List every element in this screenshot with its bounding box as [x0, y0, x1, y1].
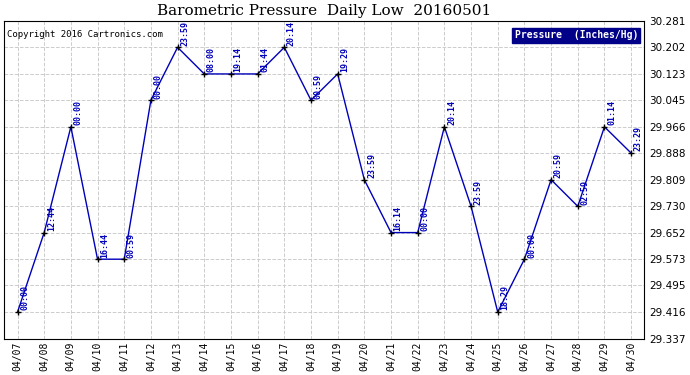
Text: 16:14: 16:14 — [394, 206, 403, 231]
Text: 00:00: 00:00 — [420, 206, 429, 231]
Text: 18:29: 18:29 — [500, 285, 509, 310]
Text: 08:00: 08:00 — [207, 47, 216, 72]
Text: 23:29: 23:29 — [634, 126, 643, 152]
Text: 00:00: 00:00 — [527, 232, 536, 258]
Text: Pressure  (Inches/Hg): Pressure (Inches/Hg) — [515, 30, 638, 40]
Text: 02:59: 02:59 — [580, 180, 589, 205]
Text: 01:14: 01:14 — [607, 100, 616, 125]
Text: 16:44: 16:44 — [100, 232, 109, 258]
Text: 00:00: 00:00 — [20, 285, 29, 310]
Text: 12:44: 12:44 — [47, 206, 56, 231]
Text: 19:14: 19:14 — [234, 47, 243, 72]
Text: Copyright 2016 Cartronics.com: Copyright 2016 Cartronics.com — [8, 30, 164, 39]
Text: 00:59: 00:59 — [314, 74, 323, 99]
Text: 20:59: 20:59 — [554, 153, 563, 178]
Text: 23:59: 23:59 — [474, 180, 483, 205]
Text: 23:59: 23:59 — [367, 153, 376, 178]
Text: 20:14: 20:14 — [287, 21, 296, 46]
Text: 00:00: 00:00 — [154, 74, 163, 99]
Text: 23:59: 23:59 — [180, 21, 189, 46]
Text: 19:29: 19:29 — [340, 47, 349, 72]
Text: 00:59: 00:59 — [127, 232, 136, 258]
Text: 01:44: 01:44 — [260, 47, 269, 72]
Text: 20:14: 20:14 — [447, 100, 456, 125]
Text: 00:00: 00:00 — [74, 100, 83, 125]
Title: Barometric Pressure  Daily Low  20160501: Barometric Pressure Daily Low 20160501 — [157, 4, 491, 18]
